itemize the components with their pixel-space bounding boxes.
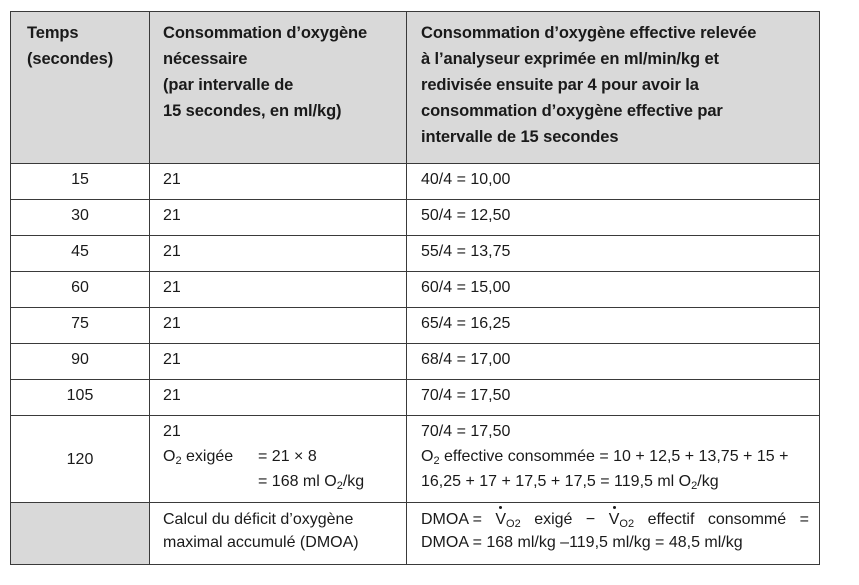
table-row: 45 21 55/4 = 13,75: [10, 235, 820, 272]
o2-label-prefix: O: [163, 448, 176, 465]
cell-effective: 70/4 = 17,50: [406, 379, 820, 416]
cell-effective: 65/4 = 16,25: [406, 307, 820, 344]
header-needed: Consommation d’oxygène nécessaire (par i…: [149, 11, 407, 164]
header-effective-line: redivisée ensuite par 4 pour avoir la: [421, 76, 699, 94]
needed-value: 21: [163, 423, 181, 440]
cell-time: 15: [10, 163, 150, 200]
cell-time: 30: [10, 199, 150, 236]
cell-dmoa-calculation: DMOA = VO2 exigé − VO2 effectif consommé…: [406, 502, 820, 565]
o2-required-result-line: = 168 ml O2/kg: [163, 469, 406, 494]
cell-effective: 60/4 = 15,00: [406, 271, 820, 308]
oxygen-consumption-table: Temps (secondes) Consommation d’oxygène …: [10, 11, 820, 565]
cell-effective: 55/4 = 13,75: [406, 235, 820, 272]
vo2-sub: O2: [619, 518, 635, 530]
cell-time: 90: [10, 343, 150, 380]
cell-needed: 21: [149, 379, 407, 416]
cell-time: 120: [10, 415, 150, 503]
vo2-dot-v: V: [495, 506, 506, 531]
table-row: 60 21 60/4 = 15,00: [10, 271, 820, 308]
table-row: 30 21 50/4 = 12,50: [10, 199, 820, 236]
dmoa-eq-consumed: consommé: [707, 511, 787, 528]
header-needed-line: nécessaire: [163, 50, 248, 68]
vo2-sub: O2: [506, 518, 521, 530]
eff-line2-suffix: effective consommée = 10 + 12,5 + 13,75 …: [439, 448, 789, 465]
effective-consumed-line1: O2 effective consommée = 10 + 12,5 + 13,…: [421, 444, 809, 469]
header-needed-line: 15 secondes, en ml/kg): [163, 102, 342, 120]
cell-needed: 21: [149, 163, 407, 200]
header-time: Temps (secondes): [10, 11, 150, 164]
cell-needed: 21: [149, 271, 407, 308]
dmoa-eq-effective: effectif: [647, 511, 695, 528]
cell-time: 105: [10, 379, 150, 416]
dmoa-eq-required: exigé: [534, 511, 573, 528]
header-time-line: (secondes): [27, 50, 114, 68]
header-effective-line: à l’analyseur exprimée en ml/min/kg et: [421, 50, 719, 68]
eff-line2-prefix: O: [421, 448, 434, 465]
o2-label-sub: 2: [175, 455, 182, 467]
dmoa-eq-minus: −: [585, 511, 596, 528]
cell-needed: 21: [149, 307, 407, 344]
cell-effective-consumed: 70/4 = 17,50 O2 effective consommée = 10…: [406, 415, 820, 503]
effective-value: 70/4 = 17,50: [421, 423, 511, 440]
vo2-dot-v: V: [609, 506, 619, 531]
table-row-dmoa: Calcul du déficit d’oxygène maximal accu…: [10, 502, 820, 565]
cell-effective: 40/4 = 10,00: [406, 163, 820, 200]
header-effective: Consommation d’oxygène effective relevée…: [406, 11, 820, 164]
cell-needed: 21: [149, 199, 407, 236]
dmoa-equation-line: DMOA = VO2 exigé − VO2 effectif consommé…: [421, 506, 809, 531]
dmoa-eq-part1: DMOA =: [421, 511, 482, 528]
header-time-line: Temps: [27, 24, 79, 42]
o2-result-sub: 2: [336, 480, 343, 492]
dmoa-eq-equals: =: [799, 511, 809, 528]
eff-line3-sub: 2: [691, 480, 698, 492]
cell-time: 45: [10, 235, 150, 272]
cell-needed-o2-required: 21 O2 exigée = 21 × 8 = 168 ml O2/kg: [149, 415, 407, 503]
eff-line3-prefix: 16,25 + 17 + 17,5 + 17,5 = 119,5 ml O: [421, 473, 692, 490]
table-header-row: Temps (secondes) Consommation d’oxygène …: [10, 11, 820, 164]
o2-label-suffix: exigée: [181, 448, 234, 465]
o2-result-prefix: = 168 ml O: [258, 473, 337, 490]
cell-dmoa-label: Calcul du déficit d’oxygène maximal accu…: [149, 502, 407, 565]
header-effective-line: Consommation d’oxygène effective relevée: [421, 24, 757, 42]
header-effective-line: consommation d’oxygène effective par: [421, 102, 723, 120]
dmoa-label-line: maximal accumulé (DMOA): [163, 534, 359, 551]
table-row: 15 21 40/4 = 10,00: [10, 163, 820, 200]
header-effective-line: intervalle de 15 secondes: [421, 128, 619, 146]
table-row-120: 120 21 O2 exigée = 21 × 8 = 168 ml O2/kg …: [10, 415, 820, 503]
cell-effective: 50/4 = 12,50: [406, 199, 820, 236]
table-row: 75 21 65/4 = 16,25: [10, 307, 820, 344]
o2-required-formula-line: O2 exigée = 21 × 8: [163, 444, 406, 469]
cell-needed: 21: [149, 235, 407, 272]
cell-empty-shaded: [10, 502, 150, 565]
effective-consumed-line2: 16,25 + 17 + 17,5 + 17,5 = 119,5 ml O2/k…: [421, 469, 809, 494]
cell-time: 75: [10, 307, 150, 344]
o2-result-suffix: /kg: [342, 473, 365, 490]
header-needed-line: Consommation d’oxygène: [163, 24, 368, 42]
table-row: 105 21 70/4 = 17,50: [10, 379, 820, 416]
dmoa-label-line: Calcul du déficit d’oxygène: [163, 511, 354, 528]
o2-required-formula: = 21 × 8: [258, 448, 317, 465]
dmoa-result-line: DMOA = 168 ml/kg –119,5 ml/kg = 48,5 ml/…: [421, 534, 743, 551]
eff-line2-sub: 2: [433, 455, 440, 467]
cell-effective: 68/4 = 17,00: [406, 343, 820, 380]
table-row: 90 21 68/4 = 17,00: [10, 343, 820, 380]
vo2-effective: VO2: [609, 506, 635, 531]
o2-required-label: O2 exigée: [163, 444, 258, 469]
eff-line3-suffix: /kg: [697, 473, 719, 490]
cell-time: 60: [10, 271, 150, 308]
header-needed-line: (par intervalle de: [163, 76, 294, 94]
cell-needed: 21: [149, 343, 407, 380]
vo2-required: VO2: [495, 506, 521, 531]
